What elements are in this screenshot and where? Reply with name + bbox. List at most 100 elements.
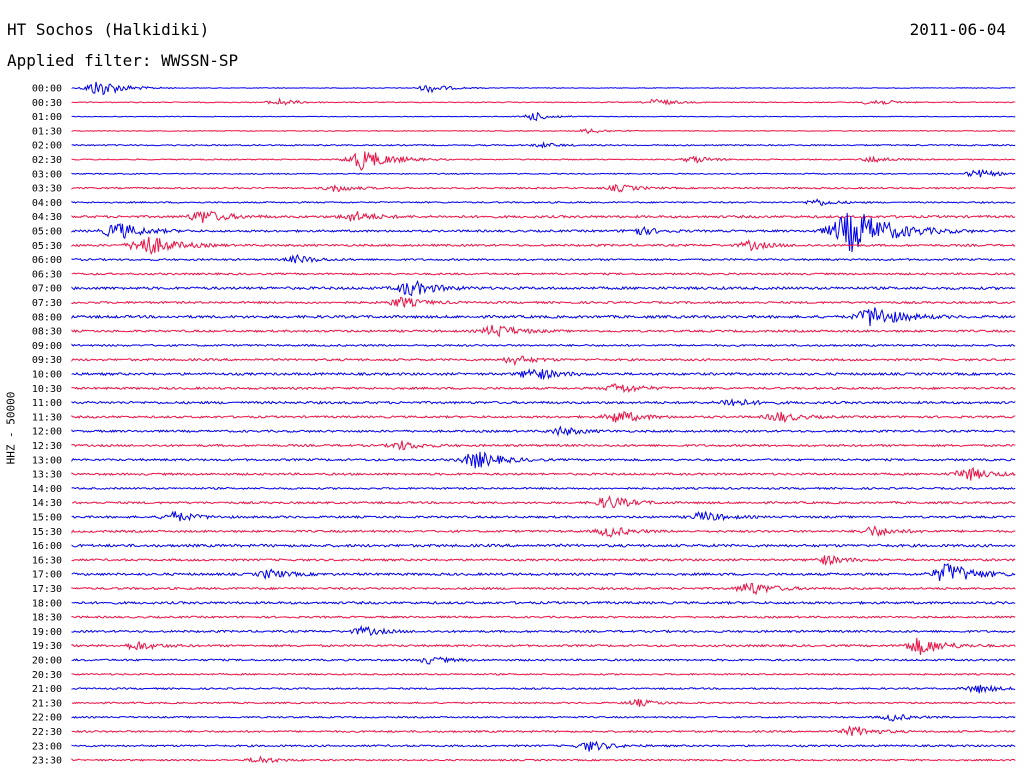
seismic-trace (71, 236, 1016, 256)
seismic-trace (71, 624, 1016, 637)
row-time-label: 08:30 (32, 327, 62, 338)
row-time-label: 01:00 (32, 112, 62, 123)
seismic-trace (71, 466, 1016, 481)
row-time-label: 13:00 (32, 455, 62, 466)
seismic-trace (71, 554, 1016, 567)
filter-label: Applied filter: WWSSN-SP (7, 51, 239, 70)
row-time-label: 05:00 (32, 227, 62, 238)
seismic-trace (71, 725, 1016, 737)
row-time-label: 08:00 (32, 312, 62, 323)
row-time-label: 00:00 (32, 84, 62, 95)
seismic-trace (71, 183, 1016, 193)
row-time-label: 02:00 (32, 141, 62, 152)
seismic-trace (71, 451, 1016, 469)
seismic-trace (71, 368, 1016, 381)
row-time-label: 22:30 (32, 727, 62, 738)
seismic-trace (71, 486, 1016, 491)
row-time-label: 17:00 (32, 570, 62, 581)
date-label: 2011-06-04 (909, 20, 1006, 39)
row-time-label: 02:30 (32, 155, 62, 166)
seismic-trace (71, 81, 1016, 96)
seismic-trace (71, 637, 1016, 655)
seismic-trace (71, 140, 1016, 149)
station-title: HT Sochos (Halkidiki) (7, 20, 210, 39)
seismic-trace (71, 97, 1016, 106)
seismic-trace (71, 324, 1016, 338)
seismic-trace (71, 524, 1016, 538)
seismic-trace (71, 672, 1016, 676)
seismic-trace (71, 111, 1016, 122)
row-time-label: 01:30 (32, 126, 62, 137)
seismic-trace (71, 582, 1016, 596)
seismic-trace (71, 543, 1016, 548)
row-time-label: 11:30 (32, 412, 62, 423)
seismic-trace (71, 656, 1016, 665)
row-time-label: 03:30 (32, 184, 62, 195)
seismic-trace (71, 562, 1016, 581)
row-time-label: 16:00 (32, 541, 62, 552)
row-time-label: 15:30 (32, 527, 62, 538)
seismic-trace (71, 296, 1016, 308)
row-time-label: 19:30 (32, 641, 62, 652)
seismic-trace (71, 272, 1016, 276)
seismic-trace (71, 343, 1016, 348)
row-time-label: 03:00 (32, 169, 62, 180)
seismic-trace (71, 425, 1016, 437)
seismic-trace (71, 684, 1016, 694)
row-time-label: 20:00 (32, 656, 62, 667)
seismic-trace (71, 128, 1016, 135)
seismic-trace (71, 198, 1016, 207)
row-time-label: 10:30 (32, 384, 62, 395)
row-time-label: 18:30 (32, 613, 62, 624)
row-time-label: 04:00 (32, 198, 62, 209)
seismic-trace (71, 494, 1016, 509)
seismic-trace (71, 600, 1016, 606)
row-time-label: 20:30 (32, 670, 62, 681)
row-time-label: 05:30 (32, 241, 62, 252)
seismic-trace (71, 755, 1016, 764)
row-time-label: 00:30 (32, 98, 62, 109)
row-time-label: 07:30 (32, 298, 62, 309)
seismic-trace (71, 615, 1016, 619)
seismic-trace (71, 383, 1016, 394)
row-time-label: 10:00 (32, 370, 62, 381)
seismic-trace (71, 307, 1016, 327)
row-time-label: 18:00 (32, 598, 62, 609)
row-time-label: 09:30 (32, 355, 62, 366)
row-time-label: 14:30 (32, 498, 62, 509)
row-time-label: 12:00 (32, 427, 62, 438)
row-time-label: 15:00 (32, 513, 62, 524)
row-time-label: 06:00 (32, 255, 62, 266)
row-time-label: 13:30 (32, 470, 62, 481)
seismic-trace (71, 410, 1016, 424)
row-time-label: 07:00 (32, 284, 62, 295)
row-time-label: 16:30 (32, 555, 62, 566)
seismic-trace (71, 279, 1016, 297)
seismic-trace (71, 740, 1016, 752)
seismic-trace (71, 168, 1016, 178)
seismic-trace (71, 253, 1016, 264)
row-time-label: 19:00 (32, 627, 62, 638)
row-time-label: 17:30 (32, 584, 62, 595)
seismic-trace (71, 510, 1016, 522)
row-time-label: 21:00 (32, 684, 62, 695)
row-time-label: 09:00 (32, 341, 62, 352)
seismic-trace (71, 713, 1016, 722)
row-time-label: 12:30 (32, 441, 62, 452)
row-time-label: 22:00 (32, 713, 62, 724)
seismic-trace (71, 355, 1016, 367)
seismic-trace (71, 210, 1016, 224)
row-time-label: 06:30 (32, 269, 62, 280)
row-time-label: 04:30 (32, 212, 62, 223)
row-time-label: 11:00 (32, 398, 62, 409)
seismic-trace (71, 440, 1016, 451)
row-time-label: 23:30 (32, 756, 62, 767)
seismic-trace (71, 212, 1016, 253)
seismic-trace (71, 151, 1016, 171)
row-time-label: 14:00 (32, 484, 62, 495)
seismic-trace (71, 698, 1016, 707)
row-time-label: 21:30 (32, 698, 62, 709)
seismic-trace (71, 398, 1016, 407)
row-time-label: 23:00 (32, 741, 62, 752)
